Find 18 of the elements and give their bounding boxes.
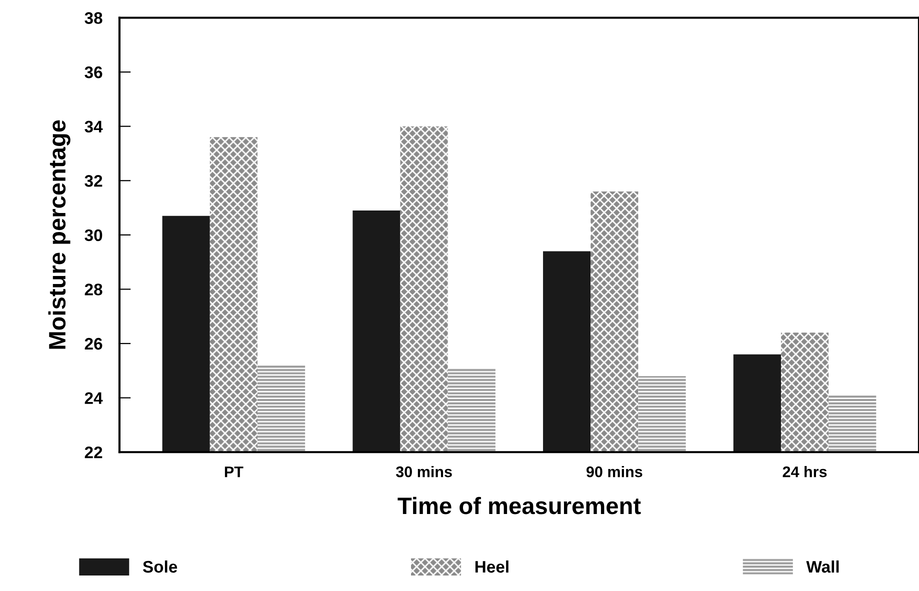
- y-tick-label: 28: [84, 284, 102, 296]
- y-axis-title: Moisture percentage: [48, 120, 70, 349]
- y-tick-label: 34: [84, 120, 103, 133]
- x-tick-label: 90 mins: [586, 466, 642, 478]
- x-tick-label: PT: [224, 466, 244, 478]
- legend-label: Heel: [475, 560, 508, 573]
- legend-label: Sole: [142, 560, 178, 573]
- y-tick-label: 26: [84, 338, 102, 350]
- y-tick-label: 36: [84, 66, 102, 78]
- x-axis-title: Time of measurement: [398, 496, 641, 514]
- legend-label: Wall: [806, 560, 839, 573]
- y-tick-label: 32: [84, 175, 102, 187]
- y-tick-label: 30: [84, 229, 102, 242]
- x-tick-label: 30 mins: [396, 466, 452, 478]
- y-tick-label: 24: [84, 392, 103, 404]
- y-tick-label: 22: [84, 446, 102, 458]
- x-tick-label: 24 hrs: [782, 466, 827, 478]
- y-tick-label: 38: [84, 12, 102, 24]
